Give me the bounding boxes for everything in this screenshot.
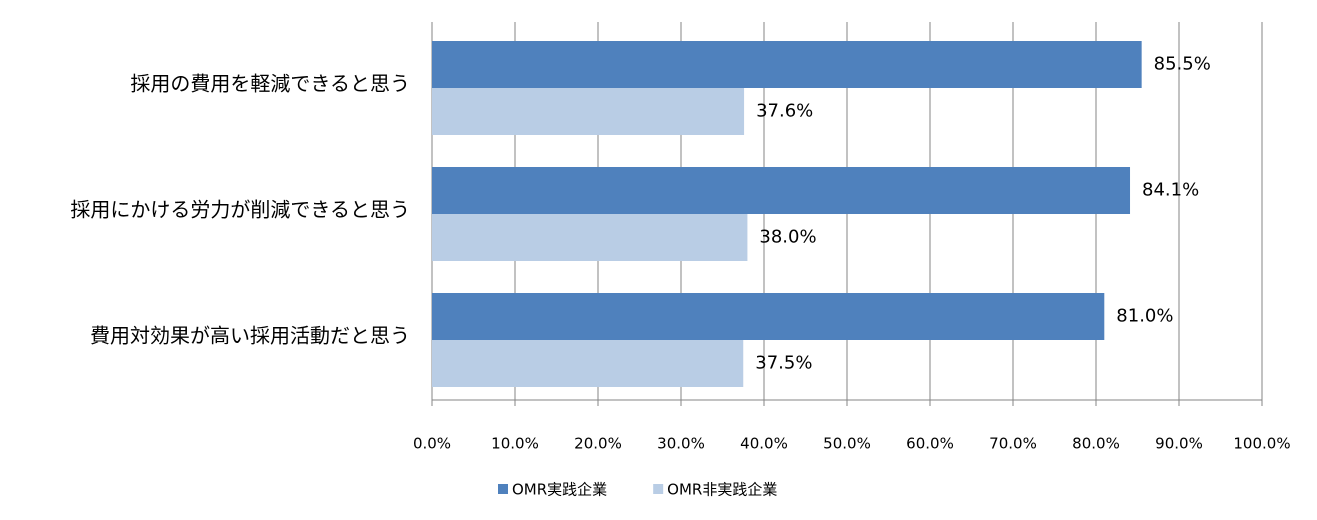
bar [432, 214, 748, 261]
value-label: 81.0% [1116, 306, 1173, 327]
x-tick-label: 0.0% [413, 435, 451, 453]
x-tick-label: 90.0% [1155, 435, 1203, 453]
x-tick-label: 60.0% [906, 435, 954, 453]
legend-label: OMR実践企業 [512, 481, 607, 499]
x-tick-label: 40.0% [740, 435, 788, 453]
bar [432, 340, 744, 387]
legend-swatch [653, 484, 664, 494]
category-label: 採用にかける労力が削減できると思う [70, 198, 410, 222]
category-label: 採用の費用を軽減できると思う [130, 72, 410, 96]
value-label: 85.5% [1154, 54, 1211, 75]
bar [432, 167, 1131, 214]
value-label: 84.1% [1142, 180, 1199, 201]
x-tick-label: 70.0% [989, 435, 1037, 453]
x-tick-label: 50.0% [823, 435, 871, 453]
value-label: 37.6% [756, 101, 813, 122]
value-label: 38.0% [759, 227, 816, 248]
bar [432, 41, 1142, 88]
x-tick-label: 100.0% [1233, 435, 1290, 453]
x-tick-label: 20.0% [574, 435, 622, 453]
x-tick-label: 30.0% [657, 435, 705, 453]
bar [432, 293, 1105, 340]
value-label: 37.5% [755, 353, 812, 374]
x-tick-label: 10.0% [491, 435, 539, 453]
x-tick-label: 80.0% [1072, 435, 1120, 453]
bar [432, 88, 745, 135]
legend-swatch [498, 484, 508, 494]
category-label: 費用対効果が高い採用活動だと思う [90, 324, 410, 348]
legend-label: OMR非実践企業 [667, 481, 777, 499]
